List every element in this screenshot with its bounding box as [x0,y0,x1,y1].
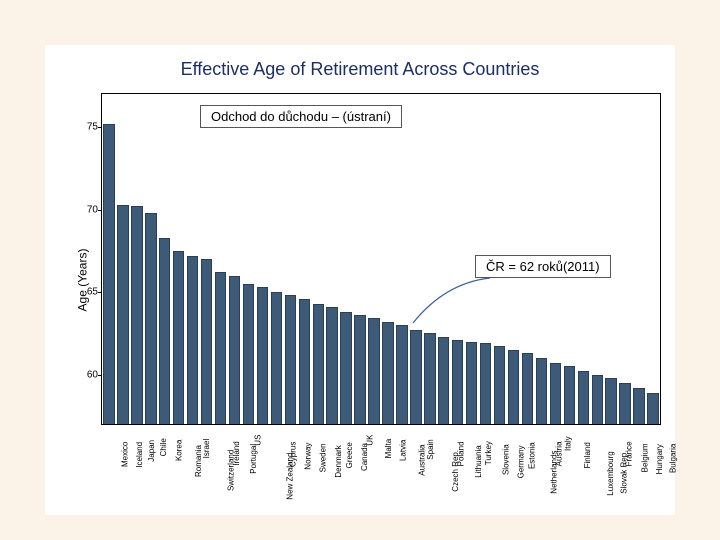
bar [103,124,114,424]
bar [396,325,407,424]
bar [382,322,393,424]
bar [257,287,268,424]
x-tick-label: Israel [202,439,211,459]
chart-title: Effective Age of Retirement Across Count… [45,45,675,86]
bar [466,342,477,425]
bar [368,318,379,424]
x-tick-label: Belgium [640,443,649,472]
bar [215,272,226,424]
x-tick-label: Latvia [399,440,408,461]
x-tick-label: Sweden [318,443,327,472]
bar [605,378,616,424]
bar [285,295,296,424]
x-tick-label: Chile [159,438,168,456]
annotation-cr: ČR = 62 roků(2011) [475,255,611,278]
bar [438,337,449,424]
bar [354,315,365,424]
x-tick-label: US [254,435,263,446]
bar [201,259,212,424]
x-tick-label: Denmark [334,445,343,477]
bar [159,238,170,424]
x-tick-label: UK [366,435,375,446]
bar [522,353,533,424]
x-tick-label: Spain [426,439,435,459]
x-tick-label: Cyprus [289,442,298,467]
annotation-top: Odchod do důchodu – (ústraní) [200,105,402,128]
x-tick-label: Canada [360,443,369,471]
x-tick-label: Japan [147,440,156,462]
x-tick-label: Poland [456,441,465,466]
bar [647,393,658,424]
y-axis-label: Age (Years) [75,249,89,312]
bar [452,340,463,424]
bar [424,333,435,424]
bar [578,371,589,424]
x-tick-label: Iceland [135,442,144,468]
x-tick-label: France [624,441,633,466]
x-tick-label: Germany [516,445,525,478]
bar [187,256,198,424]
bar [299,299,310,424]
x-tick-label: Turkey [484,441,493,465]
bar [508,350,519,424]
x-tick-label: Austria [554,441,563,466]
x-tick-label: Finland [583,442,592,468]
x-tick-label: Bulgaria [669,444,678,473]
bar [131,206,142,424]
x-tick-label: Australia [418,445,427,476]
x-axis-labels: MexicoIcelandJapanChileKoreaRomaniaIsrae… [101,427,661,515]
bar [229,276,240,425]
bar [313,304,324,424]
x-tick-label: Slovenia [501,444,510,475]
bar [173,251,184,424]
x-tick-label: Italy [563,436,572,451]
bar [340,312,351,424]
bar [619,383,630,424]
bar [117,205,128,424]
bar [243,284,254,424]
bar [271,292,282,424]
bar [536,358,547,424]
x-tick-label: Luxembourg [606,451,615,495]
chart-panel: Effective Age of Retirement Across Count… [45,45,675,515]
x-tick-label: Portugal [249,444,258,474]
bar [326,307,337,424]
bar [494,346,505,424]
x-tick-label: Ireland [232,441,241,465]
bar [633,388,644,424]
x-tick-label: Lithuania [474,445,483,477]
bar [592,375,603,425]
bar [145,213,156,424]
x-tick-label: Estonia [527,442,536,469]
bar [564,366,575,424]
bar [550,363,561,424]
bar [480,343,491,424]
x-tick-label: Malta [384,439,393,459]
x-tick-label: Greece [345,442,354,468]
x-tick-label: Norway [304,443,313,470]
x-tick-label: Hungary [655,444,664,474]
x-tick-label: Mexico [121,442,130,467]
bar [410,330,421,424]
x-tick-label: Korea [175,440,184,461]
